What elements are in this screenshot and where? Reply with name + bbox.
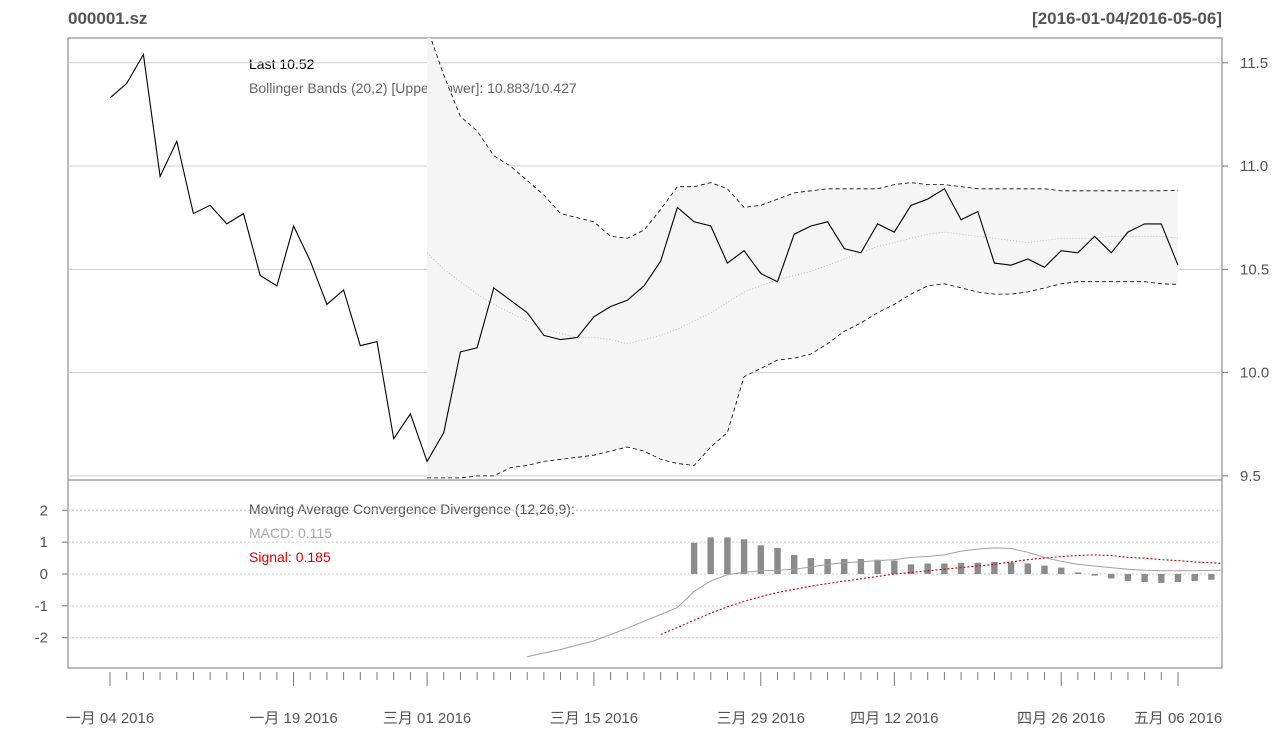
macd-tick-label: 2 xyxy=(40,502,48,519)
macd-histogram-bar xyxy=(824,559,831,574)
date-range-title: [2016-01-04/2016-05-06] xyxy=(1032,9,1222,28)
x-tick-label: 一月 19 2016 xyxy=(249,710,337,727)
macd-tick-label: -2 xyxy=(35,630,48,647)
macd-histogram-bar xyxy=(1074,572,1082,574)
macd-histogram-bar xyxy=(707,537,714,574)
macd-histogram-bar xyxy=(1141,574,1148,582)
macd-tick-label: -1 xyxy=(35,598,48,615)
macd-histogram-bar xyxy=(1275,574,1280,575)
macd-histogram-bar xyxy=(1108,574,1115,579)
macd-histogram-bar xyxy=(791,554,798,574)
price-tick-label: 10.5 xyxy=(1240,261,1269,278)
macd-histogram-bar xyxy=(1258,574,1264,576)
macd-histogram-bar xyxy=(1191,574,1198,581)
macd-histogram-bar xyxy=(1091,574,1098,576)
x-tick-label: 五月 06 2016 xyxy=(1134,710,1222,727)
macd-histogram-bar xyxy=(774,547,781,574)
macd-tick-label: 0 xyxy=(40,566,48,583)
macd-histogram-bar xyxy=(1058,567,1065,574)
price-tick-label: 10.0 xyxy=(1240,365,1269,382)
signal-line xyxy=(660,554,1222,636)
macd-histogram-bar xyxy=(874,559,881,574)
macd-line xyxy=(527,547,1222,658)
x-axis: 一月 04 2016 一月 19 2016 三月 01 2016 三月 15 2016… xyxy=(66,672,1222,727)
macd-histogram-bar xyxy=(857,559,865,574)
price-tick-label: 11.5 xyxy=(1240,55,1268,72)
macd-value-label: MACD: 0.115 xyxy=(249,525,332,541)
macd-tick-label: 1 xyxy=(40,534,48,551)
macd-histogram-bar xyxy=(1208,574,1215,580)
last-price-label: Last 10.52 xyxy=(249,56,315,72)
price-panel: 9.5 10.0 10.5 11.0 11.5 xyxy=(67,37,1269,485)
macd-histogram-bar xyxy=(807,558,815,574)
macd-panel: -2 -1 0 1 2 xyxy=(35,479,1280,669)
macd-histogram-bar xyxy=(1225,574,1231,579)
x-tick-label: 三月 29 2016 xyxy=(717,710,805,727)
macd-series xyxy=(527,537,1280,658)
bollinger-lower-line xyxy=(427,281,1179,479)
macd-histogram-bar xyxy=(957,562,965,574)
macd-legend: Moving Average Convergence Divergence (1… xyxy=(249,500,575,566)
macd-histogram-bar xyxy=(1041,565,1048,574)
macd-histogram-bar xyxy=(974,562,981,574)
bollinger-band-fill xyxy=(427,38,1178,478)
macd-histogram-bar xyxy=(1242,574,1248,577)
price-series xyxy=(109,38,1179,479)
macd-histogram-bar xyxy=(1124,574,1132,581)
signal-value-label: Signal: 0.185 xyxy=(249,549,331,565)
macd-histogram-bar xyxy=(841,559,848,574)
bbands-legend: Last 10.52 Bollinger Bands (20,2) [Upper… xyxy=(249,55,577,97)
macd-histogram-bar xyxy=(907,564,915,574)
macd-histogram-bar xyxy=(1007,562,1015,574)
bbands-label: Bollinger Bands (20,2) [Upper/Lower]: 10… xyxy=(249,80,577,96)
chart-header: 000001.sz [2016-01-04/2016-05-06] xyxy=(0,0,1280,38)
macd-histogram-bar xyxy=(891,560,898,574)
macd-histogram-bar xyxy=(740,539,748,574)
macd-histogram-bar xyxy=(1174,574,1182,582)
close-price-line xyxy=(109,52,1179,463)
macd-title: Moving Average Convergence Divergence (1… xyxy=(249,501,575,517)
macd-histogram-bar xyxy=(1024,563,1031,574)
symbol-title: 000001.sz xyxy=(68,9,148,28)
x-tick-label: 三月 01 2016 xyxy=(383,710,471,727)
price-tick-label: 9.5 xyxy=(1240,468,1261,485)
macd-histogram-bar xyxy=(924,563,931,574)
macd-histogram-bar xyxy=(757,545,764,574)
x-tick-label: 三月 15 2016 xyxy=(550,710,638,727)
macd-histogram-bar xyxy=(690,542,698,574)
x-tick-label: 四月 26 2016 xyxy=(1017,710,1105,727)
macd-histogram-bar xyxy=(724,537,731,574)
macd-histogram-bar xyxy=(1158,574,1165,583)
bollinger-upper-line xyxy=(430,38,1179,239)
x-tick-label: 四月 12 2016 xyxy=(850,710,938,727)
macd-histogram-bar xyxy=(991,561,998,574)
x-tick-label: 一月 04 2016 xyxy=(66,710,154,727)
price-tick-label: 11.0 xyxy=(1240,158,1268,175)
